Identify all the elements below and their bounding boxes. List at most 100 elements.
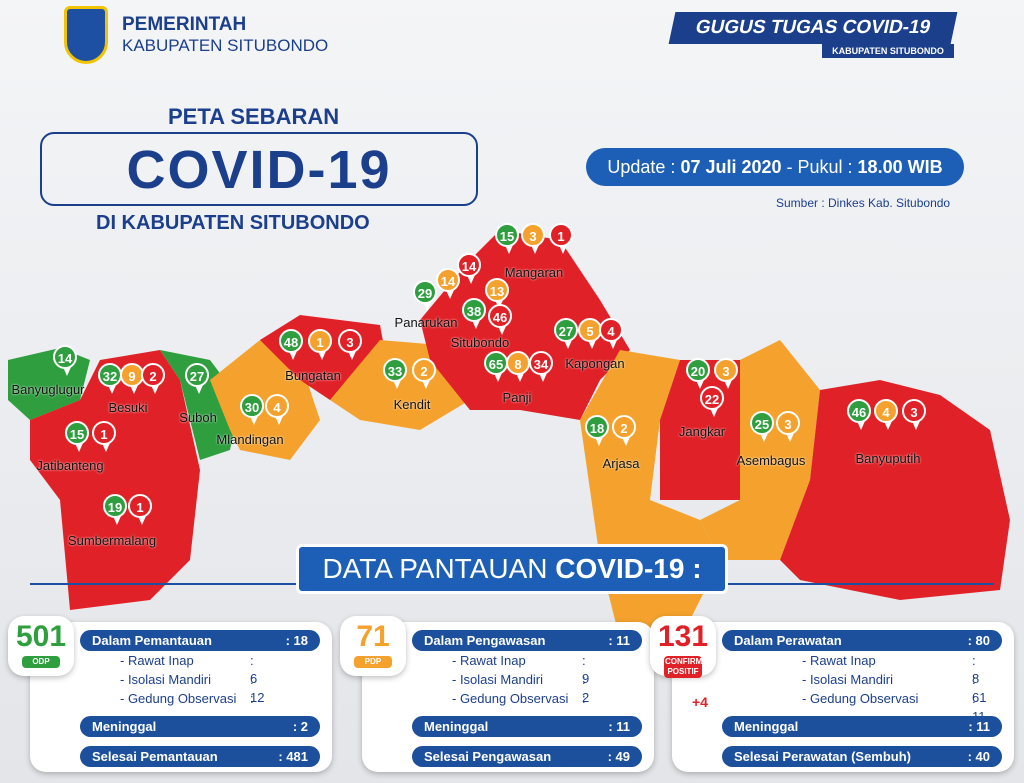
marker-pdp: 4 bbox=[265, 394, 289, 425]
marker-pdp: 3 bbox=[776, 411, 800, 442]
sub-value: : 8 bbox=[972, 653, 980, 686]
marker-odp: 18 bbox=[585, 415, 609, 446]
marker-odp: 20 bbox=[686, 358, 710, 389]
update-badge: Update : 07 Juli 2020 - Pukul : 18.00 WI… bbox=[586, 148, 964, 186]
marker-pos: 46 bbox=[488, 304, 512, 335]
finished-row: Selesai Pengawasan: 49 bbox=[412, 746, 642, 767]
district-label: Panji bbox=[502, 390, 532, 405]
gov-line1: PEMERINTAH bbox=[122, 14, 247, 35]
sub-row: - Rawat Inap : 6 bbox=[120, 652, 257, 686]
region-jangkar bbox=[660, 360, 760, 500]
sub-label: - Rawat Inap bbox=[120, 653, 194, 668]
sub-value: : 6 bbox=[250, 653, 258, 686]
source-text: Sumber : Dinkes Kab. Situbondo bbox=[776, 196, 951, 210]
data-banner: DATA PANTAUAN COVID-19 : bbox=[296, 544, 728, 594]
row-label: Dalam Pemantauan bbox=[92, 633, 212, 648]
title-line1: PETA SEBARAN bbox=[168, 104, 340, 129]
update-time: 18.00 WIB bbox=[857, 157, 943, 177]
finished-row: Selesai Perawatan (Sembuh): 40 bbox=[722, 746, 1002, 767]
sub-row: - Gedung Observasi: - bbox=[120, 690, 254, 724]
sub-row: - Rawat Inap : 8 bbox=[802, 652, 979, 686]
marker-pos: 14 bbox=[457, 253, 481, 284]
sub-row: - Isolasi Mandiri: 12 bbox=[120, 671, 264, 705]
marker-odp: 27 bbox=[554, 318, 578, 349]
total-tag: ODP bbox=[22, 656, 60, 668]
marker-pos: 4 bbox=[599, 318, 623, 349]
row-label: Dalam Pengawasan bbox=[424, 633, 546, 648]
region-asembagus bbox=[700, 340, 820, 560]
stat-card: Dalam Perawatan: 80 - Rawat Inap : 8 - Isol… bbox=[672, 622, 1014, 772]
status-row: Dalam Pengawasan : 11 bbox=[412, 630, 642, 651]
title-main: COVID-19 bbox=[40, 132, 478, 206]
stat-card: Dalam Pemantauan: 18- Rawat Inap: 6- Iso… bbox=[30, 622, 332, 772]
row-value: : 481 bbox=[278, 749, 308, 764]
marker-odp: 25 bbox=[750, 411, 774, 442]
district-label: Kapongan bbox=[565, 356, 625, 371]
row-label: Selesai Perawatan (Sembuh) bbox=[734, 749, 912, 764]
marker-odp: 38 bbox=[462, 298, 486, 329]
district-label: Suboh bbox=[179, 410, 217, 425]
marker-odp: 15 bbox=[65, 421, 89, 452]
district-label: Asembagus bbox=[736, 453, 806, 468]
district-label: Jangkar bbox=[678, 424, 726, 439]
banner-bold: COVID-19 : bbox=[555, 553, 702, 584]
sub-row: - Gedung Observasi: - bbox=[452, 690, 586, 724]
task-force-sub: KABUPATEN SITUBONDO bbox=[822, 44, 954, 58]
sub-label: - Rawat Inap bbox=[452, 653, 526, 668]
row-label: Meninggal bbox=[734, 719, 799, 734]
sub-label: - Gedung Observasi bbox=[452, 691, 569, 706]
marker-pos: 34 bbox=[529, 351, 553, 382]
marker-pdp: 1 bbox=[308, 329, 332, 360]
sub-label: - Rawat Inap bbox=[802, 653, 876, 668]
row-value: : 11 bbox=[608, 633, 630, 648]
row-label: Selesai Pengawasan bbox=[424, 749, 552, 764]
death-row: Meninggal: 11 bbox=[722, 716, 1002, 737]
marker-odp: 46 bbox=[847, 399, 871, 430]
row-value: : 11 bbox=[608, 719, 630, 734]
total-tag: PDP bbox=[354, 656, 392, 668]
row-label: Meninggal bbox=[92, 719, 157, 734]
district-label: Mangaran bbox=[504, 265, 564, 280]
sub-label: - Isolasi Mandiri bbox=[802, 672, 894, 687]
marker-odp: 30 bbox=[240, 394, 264, 425]
marker-odp: 14 bbox=[53, 345, 77, 376]
region-west bbox=[30, 350, 200, 610]
stat-card: Dalam Pengawasan : 11 - Rawat Inap: 9- Iso… bbox=[362, 622, 654, 772]
district-label: Banyuputih bbox=[855, 451, 921, 466]
sub-value: : 2 bbox=[582, 672, 590, 705]
marker-pdp: 4 bbox=[874, 399, 898, 430]
marker-pos: 22 bbox=[700, 386, 724, 417]
marker-odp: 32 bbox=[98, 363, 122, 394]
district-label: Kendit bbox=[393, 397, 431, 412]
marker-pos: 1 bbox=[549, 223, 573, 254]
marker-pdp: 5 bbox=[578, 318, 602, 349]
total-value: 71 bbox=[356, 620, 390, 653]
marker-pos: 1 bbox=[92, 421, 116, 452]
sub-label: - Isolasi Mandiri bbox=[452, 672, 544, 687]
sub-value: : 12 bbox=[250, 672, 265, 705]
marker-odp: 15 bbox=[495, 223, 519, 254]
gov-line2: KABUPATEN SITUBONDO bbox=[122, 36, 329, 55]
sub-row: - Rawat Inap: 9 bbox=[452, 652, 589, 686]
title-line3: DI KABUPATEN SITUBONDO bbox=[96, 212, 370, 234]
marker-pos: 3 bbox=[338, 329, 362, 360]
district-label: Panarukan bbox=[394, 315, 458, 330]
finished-row: Selesai Pemantauan: 481 bbox=[80, 746, 320, 767]
district-label: Banyuglugur bbox=[11, 382, 85, 397]
district-label: Bungatan bbox=[285, 368, 341, 383]
row-label: Meninggal bbox=[424, 719, 489, 734]
banner-light: DATA PANTAUAN bbox=[322, 553, 556, 584]
death-row: Meninggal: 2 bbox=[80, 716, 320, 737]
row-value: : 80 bbox=[967, 633, 990, 648]
status-row: Dalam Perawatan: 80 bbox=[722, 630, 1002, 651]
death-row: Meninggal : 11 bbox=[412, 716, 642, 737]
region-banyuputih bbox=[780, 380, 1010, 600]
marker-odp: 19 bbox=[103, 494, 127, 525]
marker-pos: 2 bbox=[141, 363, 165, 394]
district-label: Jatibanteng bbox=[36, 458, 104, 473]
sub-label: - Gedung Observasi bbox=[120, 691, 237, 706]
total-badge: 131 CONFIRM POSITIF bbox=[650, 616, 716, 678]
sub-label: - Gedung Observasi bbox=[802, 691, 919, 706]
district-label: Besuki bbox=[108, 400, 148, 415]
total-value: 501 bbox=[15, 620, 67, 653]
